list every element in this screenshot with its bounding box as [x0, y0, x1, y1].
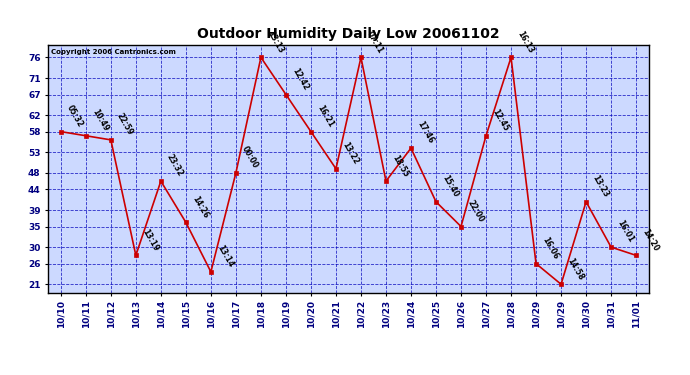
Text: 16:06: 16:06 — [540, 236, 560, 261]
Text: 16:13: 16:13 — [515, 29, 535, 55]
Text: 14:26: 14:26 — [190, 194, 210, 220]
Text: 14:20: 14:20 — [640, 227, 660, 253]
Text: 18:55: 18:55 — [390, 153, 410, 178]
Text: 23:32: 23:32 — [165, 153, 185, 178]
Text: 13:19: 13:19 — [140, 227, 160, 253]
Text: 12:45: 12:45 — [490, 108, 510, 133]
Text: Copyright 2006 Cantronics.com: Copyright 2006 Cantronics.com — [51, 49, 176, 55]
Text: 16:01: 16:01 — [615, 219, 635, 245]
Text: 22:00: 22:00 — [465, 198, 485, 224]
Text: 13:13: 13:13 — [265, 29, 285, 55]
Text: 12:42: 12:42 — [290, 66, 310, 92]
Text: 16:21: 16:21 — [315, 104, 335, 129]
Text: 22:59: 22:59 — [115, 112, 135, 137]
Text: 15:40: 15:40 — [440, 174, 460, 199]
Text: 13:23: 13:23 — [590, 174, 610, 199]
Text: 10:49: 10:49 — [90, 108, 110, 133]
Text: 17:46: 17:46 — [415, 120, 435, 146]
Text: 14:58: 14:58 — [565, 256, 585, 282]
Text: 13:14: 13:14 — [215, 244, 235, 269]
Text: 13:22: 13:22 — [340, 141, 360, 166]
Title: Outdoor Humidity Daily Low 20061102: Outdoor Humidity Daily Low 20061102 — [197, 27, 500, 41]
Text: 07:11: 07:11 — [365, 29, 385, 55]
Text: 05:32: 05:32 — [65, 104, 85, 129]
Text: 00:00: 00:00 — [240, 145, 260, 170]
